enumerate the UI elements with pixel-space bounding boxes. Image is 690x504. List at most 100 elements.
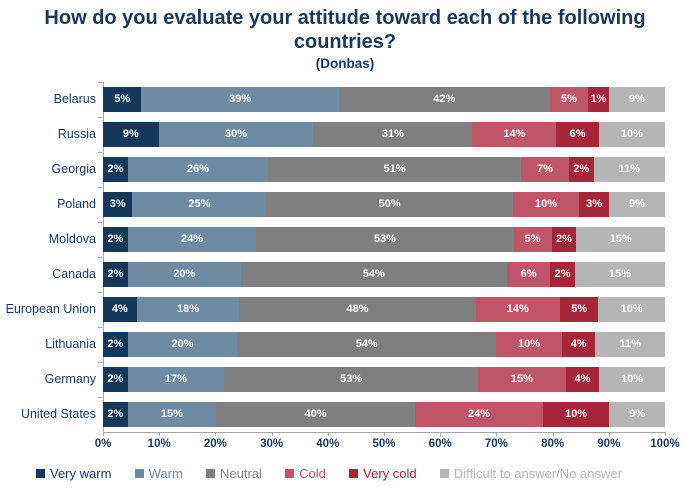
x-axis-tick	[384, 431, 385, 436]
bar-segment-very-warm: 2%	[103, 226, 128, 252]
bar-segment-value: 48%	[346, 303, 369, 316]
bar-segment-very-cold: 5%	[560, 296, 599, 322]
stacked-bar: 2% 24% 53% 5% 2% 15%	[98, 221, 665, 252]
bar-segment-very-cold: 4%	[561, 331, 596, 357]
bar-segment-cold: 15%	[478, 366, 566, 392]
bar-segment-value: 2%	[573, 163, 590, 176]
x-axis-tick-label: 30%	[260, 437, 284, 450]
legend-label: Cold	[299, 465, 326, 481]
stacked-bar: 2% 20% 54% 6% 2% 15%	[98, 256, 665, 287]
bar-segment-very-warm: 5%	[103, 86, 142, 112]
legend-item-warm: Warm	[134, 466, 183, 481]
bar-segment-neutral: 54%	[240, 261, 508, 287]
legend-swatch-neutral	[206, 468, 216, 478]
bar-segment-warm: 18%	[136, 296, 240, 322]
bar-segment-warm: 17%	[127, 366, 225, 392]
bar-segment-value: 9%	[629, 408, 646, 421]
bar-segment-very-cold: 10%	[543, 401, 610, 427]
bar-segment-value: 10%	[517, 338, 540, 351]
bar-segment-cold: 6%	[507, 261, 551, 287]
x-axis-tick-label: 20%	[203, 437, 227, 450]
bar-segment-neutral: 50%	[266, 191, 513, 217]
bar-segment-neutral: 40%	[216, 401, 415, 427]
bar-segment-value: 20%	[173, 268, 196, 281]
bar-segment-value: 39%	[229, 93, 252, 106]
bar-segment-value: 6%	[520, 268, 537, 281]
bar-segment-value: 4%	[570, 338, 587, 351]
x-axis-tick	[608, 431, 610, 436]
bar-segment-very-cold: 2%	[550, 261, 576, 287]
x-axis-tick	[440, 431, 442, 436]
bar-segment-no-answer: 9%	[609, 401, 665, 427]
bar-segment-value: 53%	[373, 233, 396, 246]
bar-segment-very-warm: 2%	[103, 366, 128, 392]
bar-segment-value: 14%	[506, 303, 529, 316]
bar-segment-no-answer: 9%	[608, 86, 665, 112]
category-label: Moldova	[48, 232, 96, 247]
x-axis-tick	[552, 431, 554, 436]
chart-row-russia: Russia 9% 30% 31% 14% 6% 10%	[0, 116, 666, 152]
bar-segment-value: 26%	[186, 163, 209, 176]
bar-segment-neutral: 51%	[267, 156, 522, 182]
bar-segment-value: 24%	[468, 408, 491, 421]
bar-segment-value: 31%	[381, 128, 404, 141]
chart-row-european-union: European Union 4% 18% 48% 14% 5% 10%	[0, 291, 665, 327]
legend-swatch-very-warm	[36, 468, 45, 478]
bar-segment-value: 15%	[609, 233, 632, 246]
stacked-bar: 2% 17% 53% 15% 4% 10%	[98, 361, 665, 392]
bar-segment-very-cold: 2%	[568, 156, 594, 182]
x-axis-tick-label: 0%	[94, 437, 112, 450]
bar-segment-value: 6%	[569, 128, 586, 141]
bar-segment-neutral: 54%	[237, 331, 497, 357]
chart-row-moldova: Moldova 2% 24% 53% 5% 2% 15%	[0, 221, 665, 257]
x-axis-tick-label: 90%	[597, 437, 621, 450]
bar-segment-very-cold: 2%	[551, 226, 577, 252]
bar-segment-cold: 14%	[472, 121, 557, 147]
bar-segment-value: 2%	[107, 338, 124, 351]
legend-item-very-cold: Very cold	[349, 466, 417, 481]
bar-segment-value: 9%	[628, 198, 645, 211]
chart-row-georgia: Georgia 2% 26% 51% 7% 2% 11%	[0, 151, 665, 187]
bar-segment-cold: 24%	[414, 401, 544, 427]
stacked-bar: 2% 26% 51% 7% 2% 11%	[98, 151, 665, 182]
x-axis-tick	[159, 431, 161, 436]
category-label: Georgia	[51, 162, 96, 177]
bar-segment-no-answer: 10%	[599, 366, 665, 392]
chart-row-poland: Poland 3% 25% 50% 10% 3% 9%	[0, 186, 666, 222]
x-axis-tick-label: 80%	[541, 437, 565, 450]
stacked-bar: 2% 15% 40% 24% 10% 9%	[98, 396, 665, 427]
x-axis: 0% 10% 20% 30% 40% 50% 60% 70% 80% 90% 100%	[95, 431, 680, 458]
bar-segment-very-warm: 2%	[103, 261, 128, 287]
bar-segment-no-answer: 9%	[608, 191, 666, 217]
bar-segment-no-answer: 11%	[595, 331, 665, 357]
bar-segment-neutral: 48%	[239, 296, 476, 322]
bar-segment-value: 54%	[355, 338, 378, 351]
bar-segment-neutral: 31%	[313, 121, 473, 147]
chart-row-lithuania: Lithuania 2% 20% 54% 10% 4% 11%	[0, 326, 665, 362]
bar-segment-value: 1%	[590, 93, 607, 106]
legend-label: Very warm	[50, 465, 112, 481]
bar-segment-very-warm: 2%	[103, 156, 128, 182]
legend-label: Neutral	[220, 465, 262, 481]
stacked-bar: 3% 25% 50% 10% 3% 9%	[98, 186, 666, 217]
chart-title: How do you evaluate your attitude toward…	[44, 7, 646, 54]
bar-segment-very-cold: 6%	[556, 121, 599, 147]
chart-row-canada: Canada 2% 20% 54% 6% 2% 15%	[0, 256, 665, 292]
legend-swatch-cold	[285, 468, 295, 478]
bar-segment-warm: 30%	[158, 121, 314, 147]
x-axis-tick-label: 60%	[428, 437, 452, 450]
bar-segment-value: 40%	[304, 408, 327, 421]
category-label: Lithuania	[45, 337, 96, 352]
chart-row-united-states: United States 2% 15% 40% 24% 10% 9%	[0, 396, 665, 432]
bar-segment-cold: 10%	[496, 331, 562, 357]
x-axis-tick	[271, 431, 273, 436]
x-axis-tick	[327, 431, 329, 436]
legend-item-very-warm: Very warm	[36, 466, 111, 481]
legend-label: Difficult to answer/No answer	[453, 465, 622, 481]
plot-area: Belarus 5% 39% 42% 5% 1% 9% Russia 9% 30% 31% 14% 6%…	[0, 81, 666, 433]
bar-segment-very-warm: 2%	[103, 401, 128, 427]
bar-segment-value: 3%	[586, 198, 603, 211]
bar-segment-neutral: 53%	[224, 366, 479, 392]
bar-segment-value: 2%	[107, 268, 124, 281]
x-axis-tick-label: 100%	[650, 437, 680, 450]
